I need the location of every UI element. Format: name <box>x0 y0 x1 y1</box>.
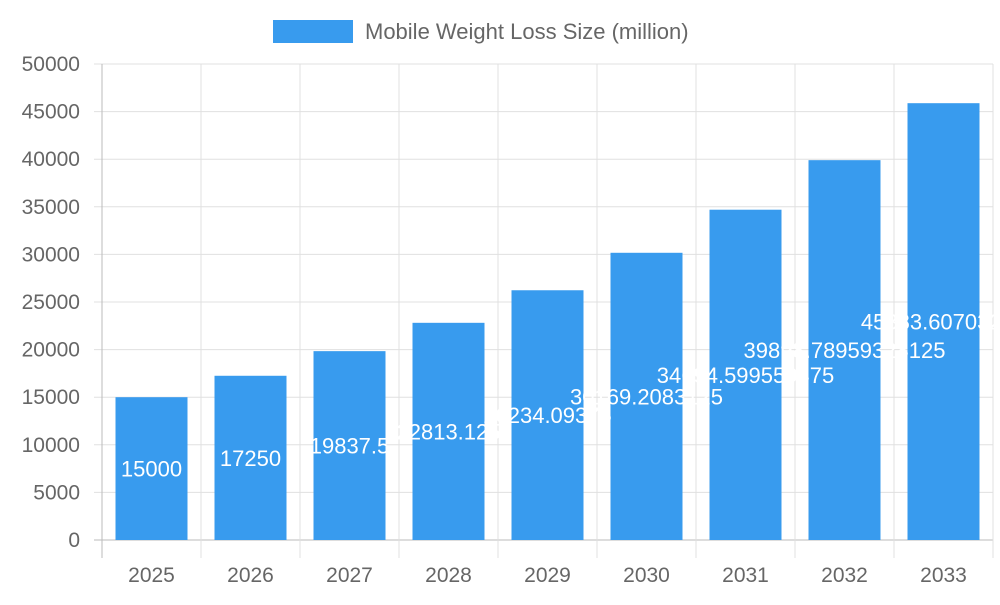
data-label: 34694.599559375 <box>657 363 834 388</box>
y-tick-label: 40000 <box>22 148 80 171</box>
legend-swatch <box>273 20 353 43</box>
data-label: 22813.125 <box>397 419 501 444</box>
x-tick-label: 2030 <box>623 564 670 587</box>
data-label: 26234.09375 <box>483 403 611 428</box>
y-tick-label: 50000 <box>22 53 80 76</box>
bar <box>511 290 584 540</box>
bar <box>412 322 485 540</box>
x-tick-label: 2029 <box>524 564 571 587</box>
legend-label: Mobile Weight Loss Size (million) <box>365 19 689 44</box>
y-tick-label: 45000 <box>22 101 80 124</box>
x-tick-label: 2031 <box>722 564 769 587</box>
y-tick-label: 5000 <box>33 481 80 504</box>
y-tick-label: 20000 <box>22 339 80 362</box>
data-label: 15000 <box>121 457 182 482</box>
y-tick-label: 0 <box>68 529 80 552</box>
data-label: 17250 <box>220 446 281 471</box>
bar <box>115 397 188 540</box>
x-tick-label: 2025 <box>128 564 175 587</box>
bar <box>709 209 782 541</box>
bar <box>214 375 287 540</box>
y-tick-label: 15000 <box>22 386 80 409</box>
bar <box>907 103 980 541</box>
data-label: 45883.60703227 <box>861 310 1000 335</box>
x-tick-label: 2032 <box>821 564 868 587</box>
bar <box>313 351 386 540</box>
y-tick-label: 25000 <box>22 291 80 314</box>
x-tick-label: 2033 <box>920 564 967 587</box>
x-tick-label: 2026 <box>227 564 274 587</box>
bar <box>610 252 683 541</box>
y-tick-label: 35000 <box>22 196 80 219</box>
data-label: 39898.78959328125 <box>744 338 946 363</box>
y-tick-label: 30000 <box>22 243 80 266</box>
data-label: 30169.2083125 <box>570 384 723 409</box>
x-tick-label: 2027 <box>326 564 373 587</box>
data-label: 19837.5 <box>310 434 390 459</box>
x-tick-label: 2028 <box>425 564 472 587</box>
bar <box>808 160 881 541</box>
y-tick-label: 10000 <box>22 434 80 457</box>
